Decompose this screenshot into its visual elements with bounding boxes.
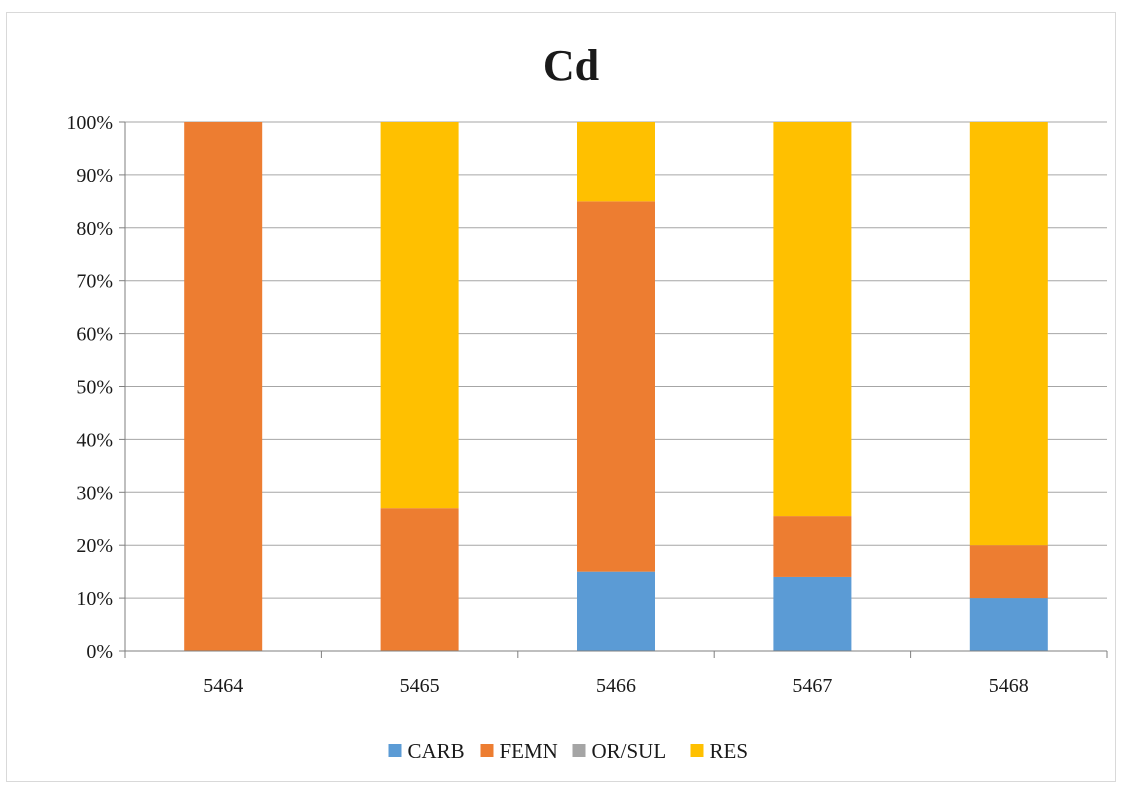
legend-label-or-sul: OR/SUL xyxy=(592,739,667,763)
bars xyxy=(184,122,1048,651)
bar-res-5465 xyxy=(380,122,459,509)
x-tick-label: 5468 xyxy=(989,675,1029,697)
legend: CARB FEMN OR/SUL RES xyxy=(388,739,749,763)
y-tick-label: 100% xyxy=(66,112,113,134)
legend-swatch-carb xyxy=(388,744,402,757)
bar-femn-5468 xyxy=(969,545,1048,599)
bar-femn-5466 xyxy=(577,201,655,572)
bar-femn-5464 xyxy=(184,122,263,651)
y-tick-label: 70% xyxy=(76,271,113,293)
legend-swatch-res xyxy=(690,744,704,757)
legend-label-carb: CARB xyxy=(408,739,465,763)
bar-femn-5465 xyxy=(380,508,459,651)
x-tick-label: 5467 xyxy=(792,675,832,697)
legend-label-res: RES xyxy=(710,739,749,763)
y-tick-label: 40% xyxy=(76,429,113,451)
y-tick-label: 80% xyxy=(76,218,113,240)
y-tick-label: 20% xyxy=(76,535,113,557)
x-axis: 5464 5465 5466 5467 5468 xyxy=(124,650,1108,697)
bar-femn-5467 xyxy=(773,516,852,577)
legend-label-femn: FEMN xyxy=(500,739,558,763)
bar-carb-5466 xyxy=(577,571,655,651)
y-tick-label: 60% xyxy=(76,324,113,346)
y-tick-label: 30% xyxy=(76,482,113,504)
x-tick-label: 5464 xyxy=(203,675,243,697)
y-tick-label: 0% xyxy=(86,641,113,663)
y-tick-label: 10% xyxy=(76,588,113,610)
y-axis: 0% 10% 20% 30% 40% 50% 60% 70% 80% 90% 100% xyxy=(66,112,126,663)
bar-carb-5468 xyxy=(969,598,1048,651)
y-tick-label: 90% xyxy=(76,165,113,187)
legend-swatch-or-sul xyxy=(572,744,586,757)
y-tick-label: 50% xyxy=(76,377,113,399)
bar-res-5466 xyxy=(577,122,655,202)
x-tick-label: 5466 xyxy=(596,675,636,697)
bar-res-5468 xyxy=(969,122,1048,546)
legend-swatch-femn xyxy=(480,744,494,757)
x-tick-label: 5465 xyxy=(400,675,440,697)
chart-title: Cd xyxy=(543,41,599,90)
bar-res-5467 xyxy=(773,122,852,517)
bar-carb-5467 xyxy=(773,576,852,651)
